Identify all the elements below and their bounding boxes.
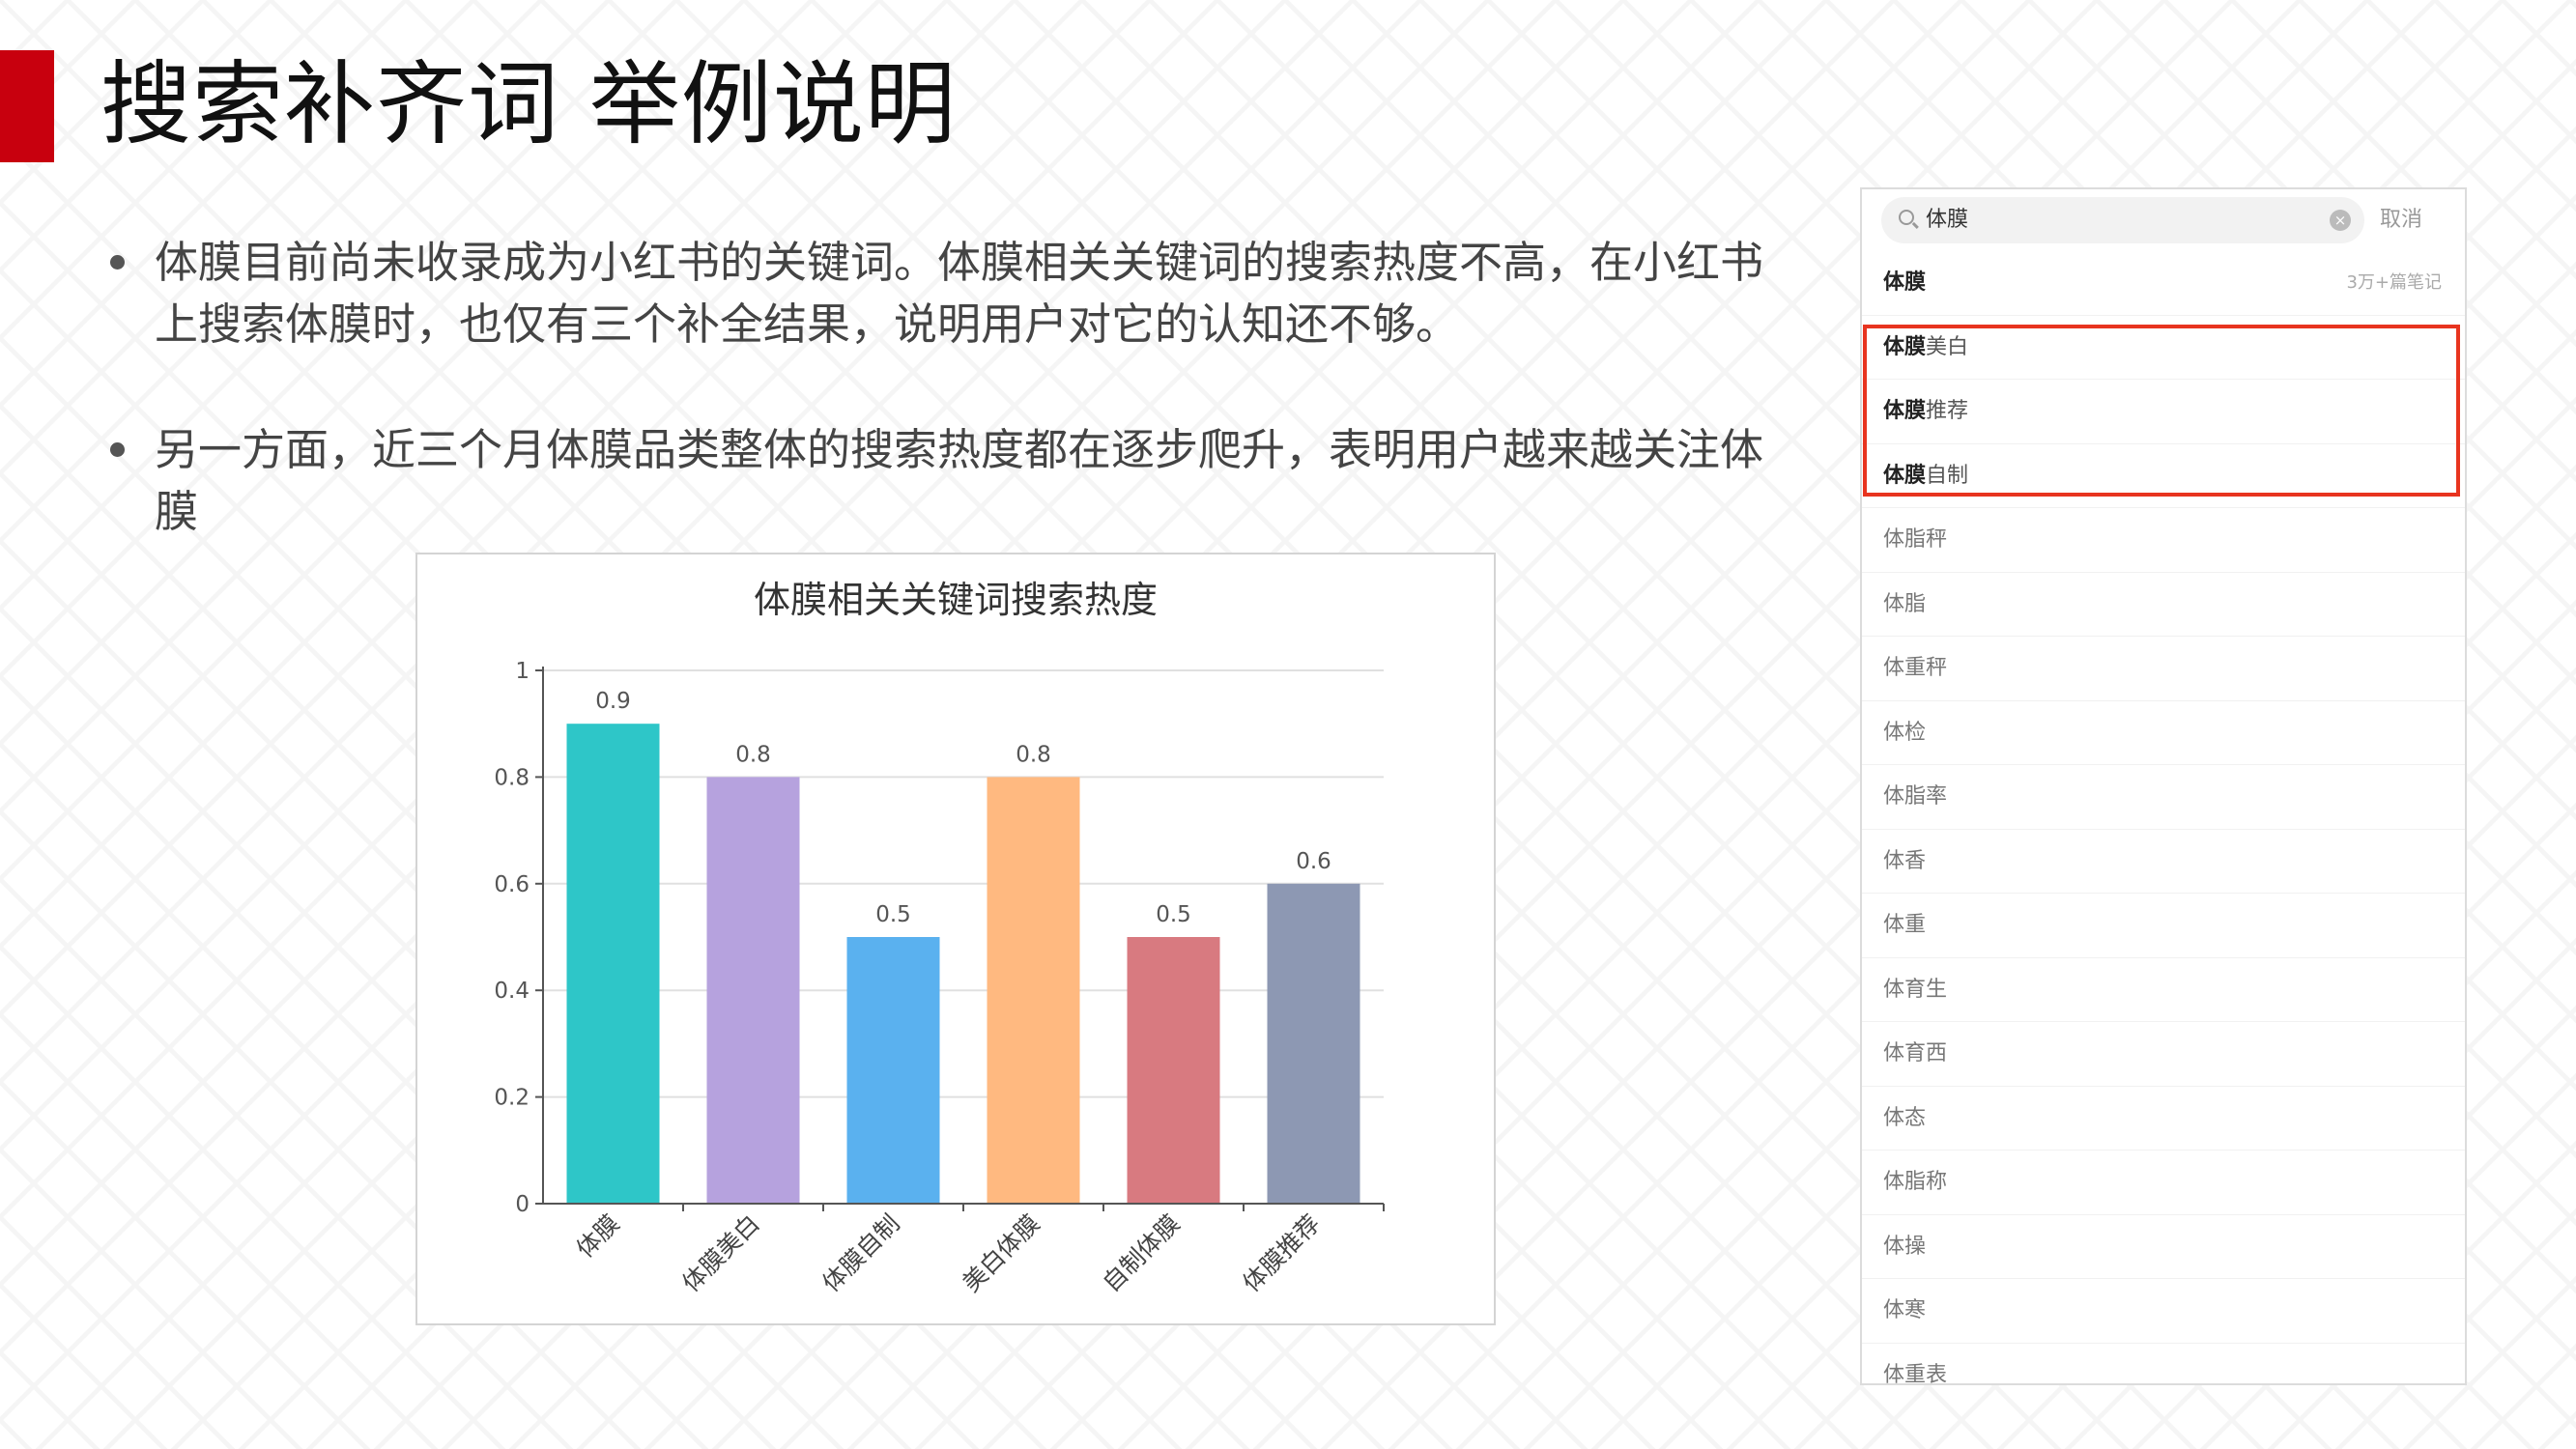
suggestion-item[interactable]: 体膜自制 — [1862, 444, 2465, 508]
y-tick-label: 0.4 — [494, 979, 530, 1004]
y-tick-label: 0.8 — [494, 765, 530, 790]
title-accent-bar — [0, 50, 54, 162]
x-tick-label: 体膜 — [571, 1209, 625, 1264]
clear-icon[interactable]: × — [2330, 210, 2351, 231]
search-panel: × 取消 体膜3万+篇笔记体膜美白体膜推荐体膜自制体脂秤体脂体重秤体检体脂率体香… — [1860, 187, 2467, 1385]
x-tick-label: 体膜美白 — [677, 1209, 765, 1297]
bar — [1267, 883, 1360, 1204]
suggestion-item[interactable]: 体膜推荐 — [1862, 380, 2465, 444]
bullet-text: 体膜目前尚未收录成为小红书的关键词。体膜相关关键词的搜索热度不高，在小红书上搜索… — [155, 237, 1764, 350]
chart-canvas: 体膜相关关键词搜索热度 0.9 0.8 0.5 0.8 0.5 0.6 0 0.2 0.4 0.… — [494, 579, 1385, 1297]
suggestion-rest-text: 推荐 — [1926, 399, 1969, 423]
suggestion-rest-text: 体脂 — [1883, 591, 1927, 616]
suggestion-rest-text: 体香 — [1883, 848, 1927, 873]
highlight-box — [1863, 325, 2460, 497]
suggestion-item[interactable]: 体膜 3万+篇笔记 — [1862, 251, 2465, 316]
suggestion-match-text: 体膜 — [1883, 270, 1927, 295]
suggestion-match-text: 体膜 — [1883, 463, 1927, 488]
suggestion-item[interactable]: 体育生 — [1862, 958, 2465, 1022]
suggestion-match-text: 体膜 — [1883, 334, 1927, 359]
suggestion-item[interactable]: 体膜美白 — [1862, 316, 2465, 380]
x-tick-label: 自制体膜 — [1098, 1209, 1186, 1297]
x-tick-label: 美白体膜 — [958, 1209, 1045, 1297]
y-tick-label: 0.6 — [494, 872, 530, 897]
suggestion-item[interactable]: 体脂率 — [1862, 765, 2465, 830]
suggestion-rest-text: 体寒 — [1883, 1298, 1927, 1322]
bar-chart: 体膜相关关键词搜索热度 0.9 0.8 0.5 0.8 0.5 0.6 0 0.2 0.4 0.… — [415, 553, 1496, 1325]
bullet-dot-icon — [110, 255, 125, 270]
bar — [706, 777, 800, 1204]
y-tick-label: 0 — [515, 1192, 530, 1217]
suggestion-match-text: 体膜 — [1883, 399, 1927, 423]
suggestion-item[interactable]: 体脂 — [1862, 573, 2465, 637]
suggestion-item[interactable]: 体检 — [1862, 701, 2465, 765]
chart-bars: 0.9 0.8 0.5 0.8 0.5 0.6 — [566, 689, 1360, 1204]
search-bar: × 取消 — [1862, 189, 2465, 251]
suggestion-rest-text: 美白 — [1926, 334, 1969, 359]
chart-title: 体膜相关关键词搜索热度 — [754, 579, 1158, 621]
suggestion-rest-text: 体重表 — [1883, 1362, 1948, 1385]
suggestion-item[interactable]: 体脂称 — [1862, 1151, 2465, 1215]
suggestion-item[interactable]: 体重 — [1862, 894, 2465, 958]
y-tick-label: 1 — [515, 659, 530, 684]
chart-grid — [543, 669, 1384, 1205]
search-input[interactable] — [1926, 197, 2293, 243]
bullet-item: 体膜目前尚未收录成为小红书的关键词。体膜相关关键词的搜索热度不高，在小红书上搜索… — [100, 232, 1801, 355]
suggestion-rest-text: 体育西 — [1883, 1041, 1948, 1065]
suggestion-rest-text: 体态 — [1883, 1105, 1927, 1130]
bar — [846, 937, 940, 1204]
suggestion-rest-text: 体操 — [1883, 1234, 1927, 1259]
suggestion-rest-text: 体育生 — [1883, 977, 1948, 1002]
suggestion-rest-text: 体脂秤 — [1883, 527, 1948, 552]
suggestion-rest-text: 体重秤 — [1883, 656, 1948, 680]
data-label: 0.5 — [875, 902, 911, 927]
x-tick-label: 体膜自制 — [817, 1209, 905, 1297]
search-icon — [1899, 210, 1914, 225]
suggestion-item[interactable]: 体操 — [1862, 1215, 2465, 1279]
suggestion-rest-text: 自制 — [1926, 463, 1969, 488]
bar — [1127, 937, 1220, 1204]
bullet-dot-icon — [110, 442, 125, 457]
bar — [566, 724, 660, 1204]
suggestion-list: 体膜 3万+篇笔记 体膜美白 体膜推荐 体膜自制 体脂秤 体脂 体重秤 体检 体脂率 体香 体重 体育生… — [1862, 251, 2465, 1385]
suggestion-item[interactable]: 体育西 — [1862, 1022, 2465, 1087]
suggestion-item[interactable]: 体寒 — [1862, 1279, 2465, 1344]
suggestion-rest-text: 体重 — [1883, 913, 1927, 937]
suggestion-rest-text: 体检 — [1883, 720, 1927, 745]
x-tick-label: 体膜推荐 — [1238, 1209, 1326, 1297]
bullet-list: 体膜目前尚未收录成为小红书的关键词。体膜相关关键词的搜索热度不高，在小红书上搜索… — [100, 232, 1801, 607]
suggestion-item[interactable]: 体态 — [1862, 1087, 2465, 1151]
suggestion-item[interactable]: 体重表 — [1862, 1344, 2465, 1385]
search-field[interactable]: × — [1881, 197, 2364, 243]
cancel-button[interactable]: 取消 — [2380, 208, 2423, 232]
note-count: 3万+篇笔记 — [2346, 272, 2442, 293]
suggestion-item[interactable]: 体脂秤 — [1862, 508, 2465, 573]
bullet-item: 另一方面，近三个月体膜品类整体的搜索热度都在逐步爬升，表明用户越来越关注体膜 — [100, 419, 1801, 543]
bullet-text: 另一方面，近三个月体膜品类整体的搜索热度都在逐步爬升，表明用户越来越关注体膜 — [155, 424, 1764, 537]
data-label: 0.8 — [1016, 742, 1051, 767]
data-label: 0.8 — [735, 742, 771, 767]
data-label: 0.5 — [1156, 902, 1191, 927]
page-title: 搜索补齐词 举例说明 — [100, 52, 957, 157]
bar — [987, 777, 1080, 1204]
y-tick-label: 0.2 — [494, 1086, 530, 1111]
data-label: 0.9 — [595, 689, 631, 714]
suggestion-item[interactable]: 体香 — [1862, 830, 2465, 894]
suggestion-item[interactable]: 体重秤 — [1862, 637, 2465, 701]
data-label: 0.6 — [1296, 849, 1331, 874]
suggestion-rest-text: 体脂率 — [1883, 784, 1948, 809]
suggestion-rest-text: 体脂称 — [1883, 1170, 1948, 1194]
